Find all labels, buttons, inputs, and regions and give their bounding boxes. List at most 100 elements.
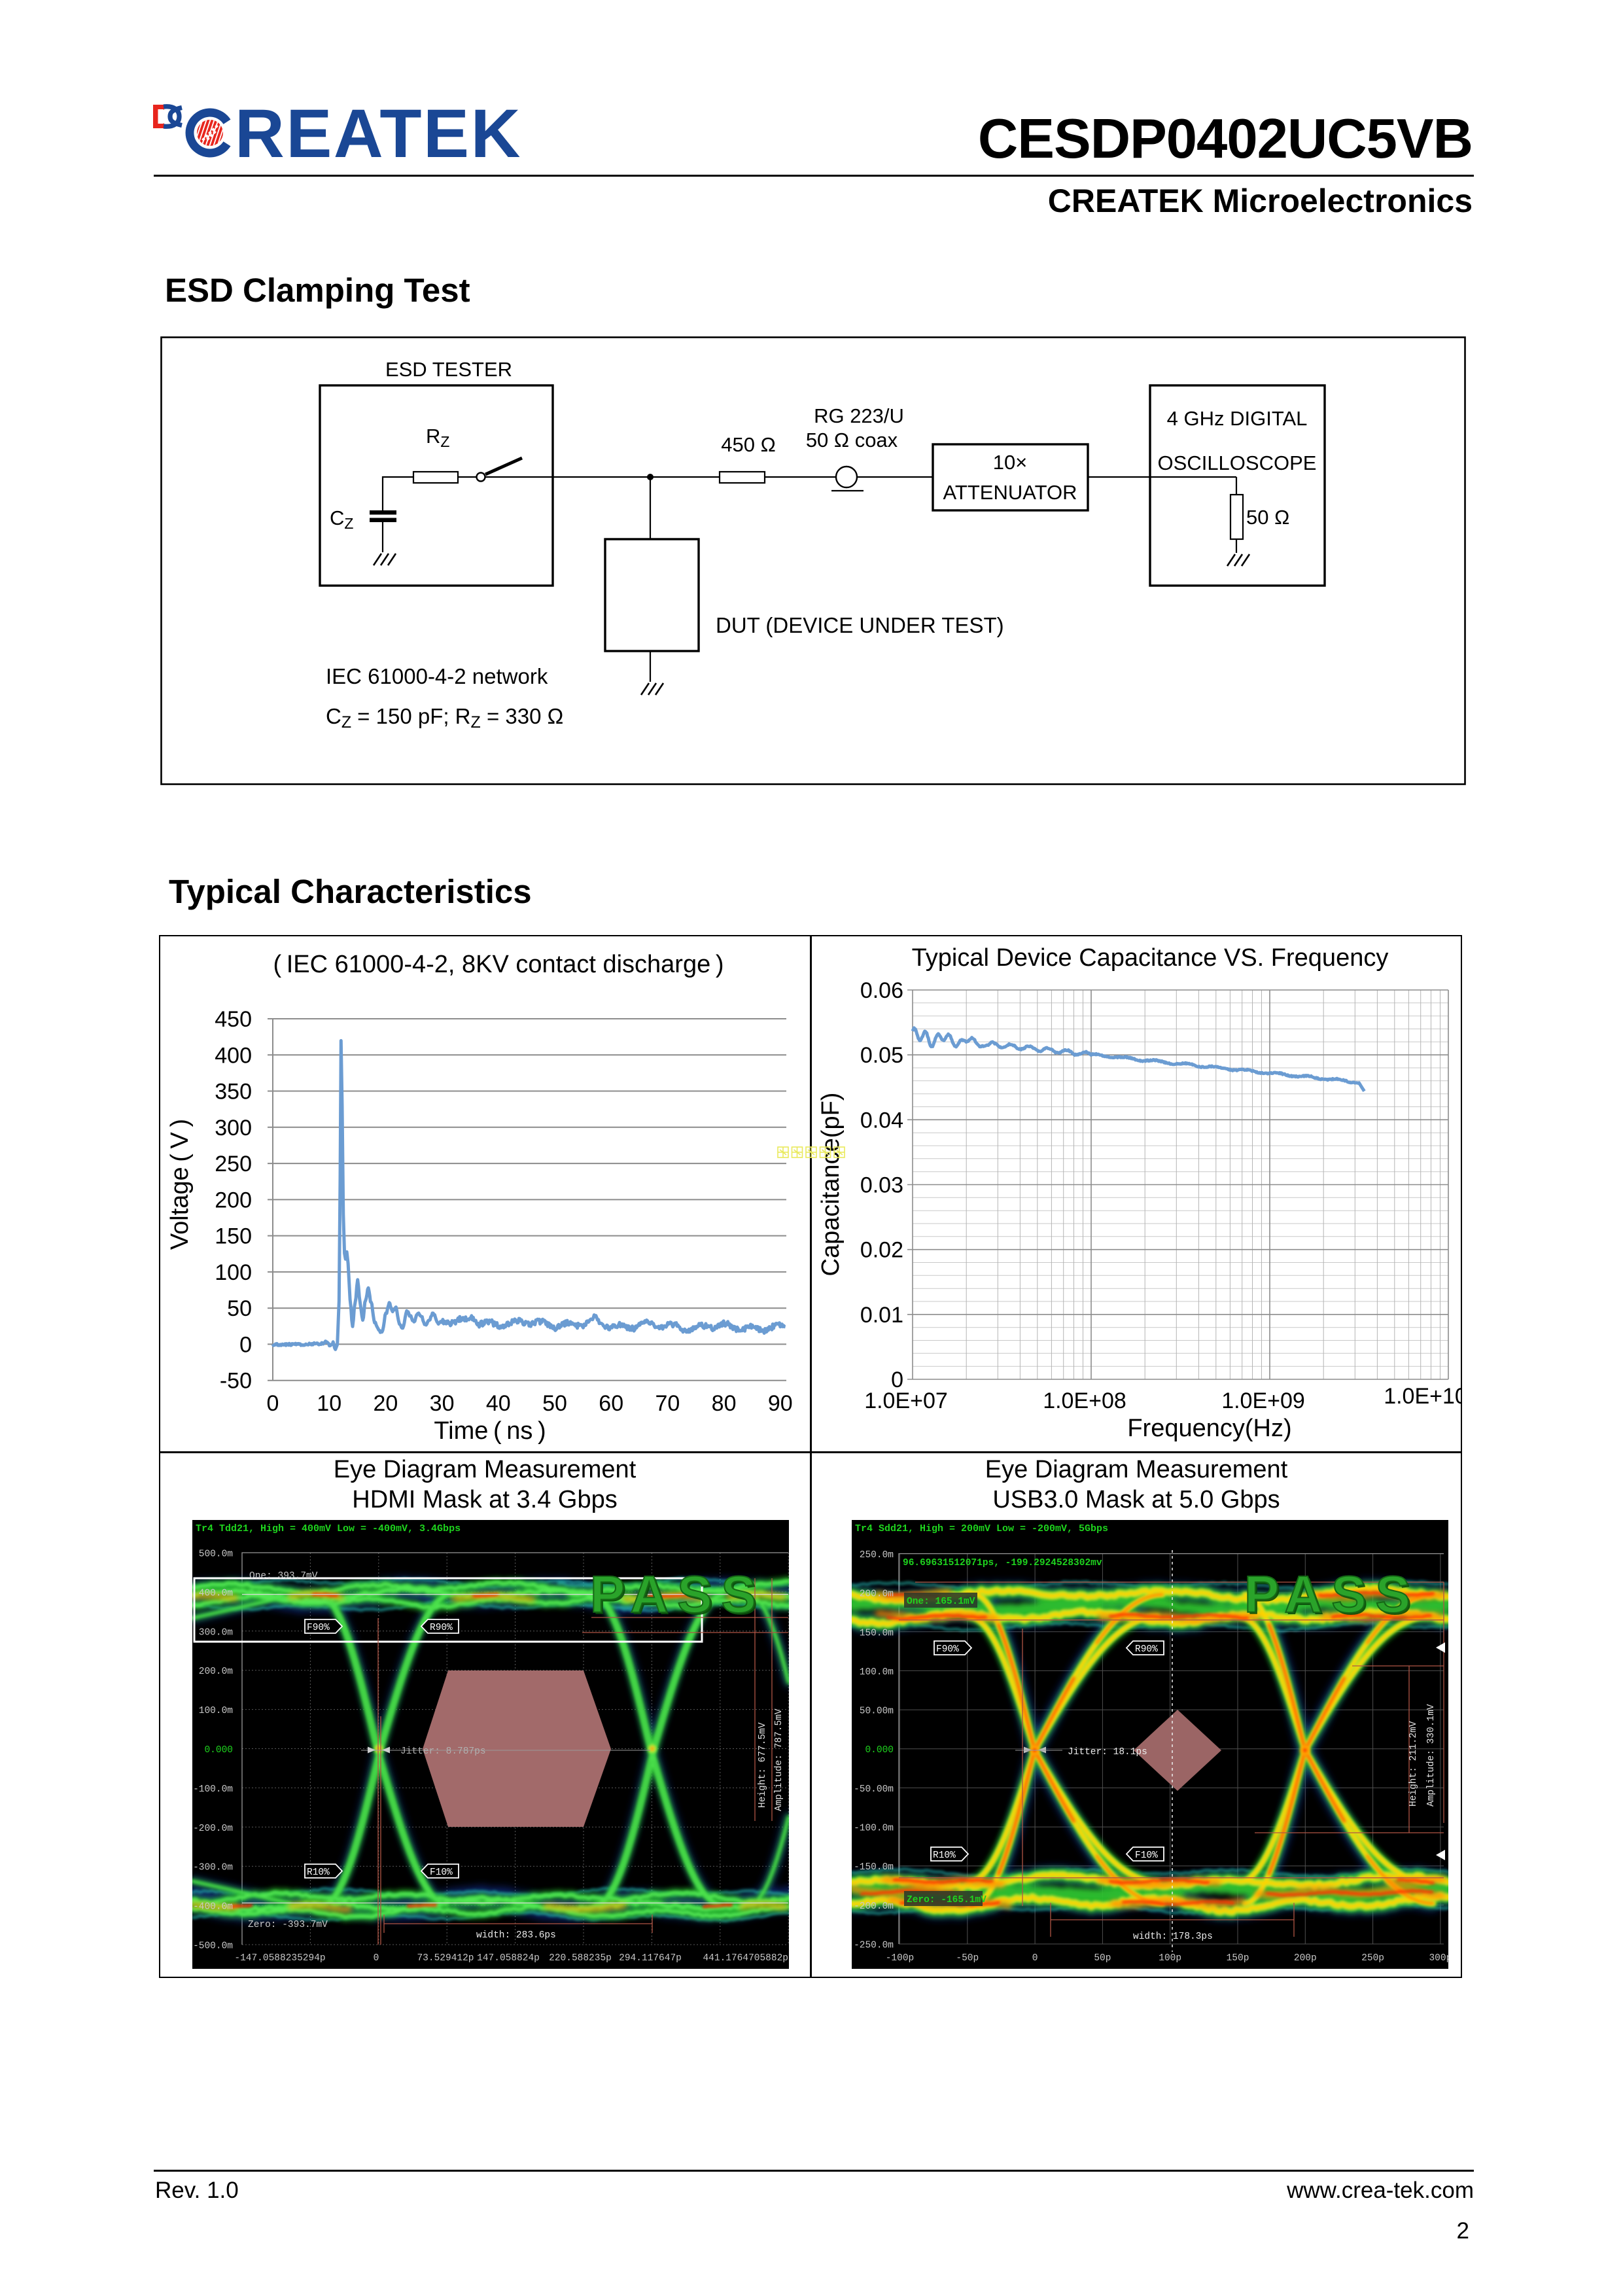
svg-text:R10%: R10% xyxy=(307,1867,330,1878)
svg-text:30: 30 xyxy=(430,1391,455,1416)
svg-text:F90%: F90% xyxy=(307,1623,330,1633)
svg-text:60: 60 xyxy=(599,1391,623,1416)
svg-text:Height: 211.2mV: Height: 211.2mV xyxy=(1408,1721,1419,1807)
svg-text:200: 200 xyxy=(215,1188,252,1212)
svg-text:10: 10 xyxy=(317,1391,341,1416)
svg-text:F10%: F10% xyxy=(430,1867,453,1878)
svg-text:294.117647p: 294.117647p xyxy=(619,1953,682,1964)
svg-text:OSCILLOSCOPE: OSCILLOSCOPE xyxy=(1158,451,1317,474)
svg-text:ATTENUATOR: ATTENUATOR xyxy=(943,481,1077,504)
svg-text:0.03: 0.03 xyxy=(860,1173,903,1198)
svg-text:0.000: 0.000 xyxy=(865,1745,894,1756)
svg-text:250p: 250p xyxy=(1361,1953,1384,1964)
svg-text:REATEK: REATEK xyxy=(235,96,522,172)
svg-text:1.0E+08: 1.0E+08 xyxy=(1043,1388,1126,1413)
svg-text:250: 250 xyxy=(215,1152,252,1176)
svg-text:150.0m: 150.0m xyxy=(860,1628,894,1638)
svg-text:100.0m: 100.0m xyxy=(860,1667,894,1678)
svg-text:PASS: PASS xyxy=(590,1565,765,1623)
svg-text:450: 450 xyxy=(215,1007,252,1032)
svg-text:Jitter: 18.1ps: Jitter: 18.1ps xyxy=(1068,1747,1147,1757)
svg-text:50: 50 xyxy=(542,1391,567,1416)
svg-text:-50.00m: -50.00m xyxy=(854,1784,894,1795)
svg-text:-250.0m: -250.0m xyxy=(854,1941,894,1951)
svg-text:80: 80 xyxy=(712,1391,737,1416)
svg-text:PASS: PASS xyxy=(1246,1567,1422,1625)
svg-text:Frequency(Hz): Frequency(Hz) xyxy=(1127,1415,1291,1442)
svg-text:-100.0m: -100.0m xyxy=(193,1784,233,1795)
svg-text:R10%: R10% xyxy=(933,1850,956,1861)
svg-text:Amplitude: 787.5mV: Amplitude: 787.5mV xyxy=(774,1708,784,1811)
svg-text:73.529412p: 73.529412p xyxy=(417,1953,474,1964)
svg-text:147.058824p: 147.058824p xyxy=(477,1953,540,1964)
svg-text:350: 350 xyxy=(215,1080,252,1104)
svg-text:-50p: -50p xyxy=(956,1953,979,1964)
svg-text:50 Ω coax: 50 Ω coax xyxy=(806,429,898,451)
svg-text:441.1764705882p: 441.1764705882p xyxy=(703,1953,788,1964)
svg-text:300: 300 xyxy=(215,1116,252,1140)
svg-text:50.00m: 50.00m xyxy=(860,1706,894,1717)
svg-text:-150.0m: -150.0m xyxy=(854,1862,894,1873)
svg-text:Zero: -165.1mV: Zero: -165.1mV xyxy=(907,1895,986,1905)
svg-text:-100.0m: -100.0m xyxy=(854,1824,894,1834)
svg-text:IEC 61000-4-2 network: IEC 61000-4-2 network xyxy=(326,664,548,688)
svg-text:0: 0 xyxy=(374,1953,379,1964)
svg-text:-300.0m: -300.0m xyxy=(193,1863,233,1873)
svg-text:70: 70 xyxy=(655,1391,680,1416)
svg-text:-200.0m: -200.0m xyxy=(854,1901,894,1912)
svg-text:450 Ω: 450 Ω xyxy=(721,433,776,456)
svg-text:90: 90 xyxy=(768,1391,793,1416)
svg-text:1.0E+09: 1.0E+09 xyxy=(1221,1388,1305,1413)
svg-text:100: 100 xyxy=(215,1260,252,1285)
svg-text:CZ: CZ xyxy=(326,704,351,732)
svg-text:1.0E+07: 1.0E+07 xyxy=(864,1388,948,1413)
svg-text:F90%: F90% xyxy=(936,1644,959,1655)
svg-text:0.01: 0.01 xyxy=(860,1303,903,1328)
svg-text:500.0m: 500.0m xyxy=(199,1549,233,1560)
svg-text:0.06: 0.06 xyxy=(860,978,903,1003)
svg-text:Voltage ( V ): Voltage ( V ) xyxy=(166,1119,194,1250)
svg-text:Jitter: 8.787ps: Jitter: 8.787ps xyxy=(400,1746,486,1757)
svg-text:400.0m: 400.0m xyxy=(199,1588,233,1598)
svg-text:Height: 677.5mV: Height: 677.5mV xyxy=(758,1722,768,1808)
svg-text:R90%: R90% xyxy=(1135,1644,1158,1655)
svg-text:0.04: 0.04 xyxy=(860,1108,903,1133)
svg-text:PASS: PASS xyxy=(1244,1565,1420,1623)
svg-text:0.000: 0.000 xyxy=(204,1745,233,1756)
svg-text:One: 393.7mV: One: 393.7mV xyxy=(249,1571,318,1581)
svg-text:200p: 200p xyxy=(1294,1953,1317,1964)
svg-text:-147.0588235294p: -147.0588235294p xyxy=(234,1953,325,1964)
svg-text:Tr4 Tdd21, High = 400mV Low =: Tr4 Tdd21, High = 400mV Low = -400mV, 3.… xyxy=(196,1523,461,1534)
svg-text:Capacitance(pF): Capacitance(pF) xyxy=(817,1093,845,1277)
svg-text:DUT (DEVICE UNDER TEST): DUT (DEVICE UNDER TEST) xyxy=(716,613,1004,637)
svg-text:( IEC 61000-4-2, 8KV contact d: ( IEC 61000-4-2, 8KV contact discharge ) xyxy=(273,951,724,978)
svg-text:PASS: PASS xyxy=(592,1567,767,1625)
svg-text:width: 283.6ps: width: 283.6ps xyxy=(476,1930,556,1941)
svg-text:Typical Device Capacitance VS.: Typical Device Capacitance VS. Frequency xyxy=(912,944,1389,972)
svg-text:-50: -50 xyxy=(220,1369,252,1394)
svg-text:10×: 10× xyxy=(993,451,1028,474)
svg-text:-400.0m: -400.0m xyxy=(193,1902,233,1913)
svg-text:100p: 100p xyxy=(1159,1953,1181,1964)
svg-text:300p: 300p xyxy=(1429,1953,1448,1964)
svg-text:0.05: 0.05 xyxy=(860,1043,903,1068)
svg-text:0.02: 0.02 xyxy=(860,1238,903,1263)
svg-text:Zero: -393.7mV: Zero: -393.7mV xyxy=(248,1920,328,1930)
svg-text:200.0m: 200.0m xyxy=(199,1667,233,1677)
svg-text:R90%: R90% xyxy=(430,1623,453,1633)
svg-text:4 GHz DIGITAL: 4 GHz DIGITAL xyxy=(1167,407,1308,430)
svg-text:300.0m: 300.0m xyxy=(199,1627,233,1638)
svg-text:50 Ω: 50 Ω xyxy=(1246,506,1289,529)
svg-text:-200.0m: -200.0m xyxy=(193,1824,233,1834)
svg-text:ESD TESTER: ESD TESTER xyxy=(385,358,512,381)
svg-text:100.0m: 100.0m xyxy=(199,1706,233,1716)
svg-text:220.588235p: 220.588235p xyxy=(549,1953,612,1964)
svg-text:50p: 50p xyxy=(1094,1953,1111,1964)
svg-text:RZ: RZ xyxy=(426,425,449,450)
svg-text:0: 0 xyxy=(1032,1953,1038,1964)
svg-text:Time ( ns ): Time ( ns ) xyxy=(434,1417,546,1445)
svg-text:150: 150 xyxy=(215,1224,252,1249)
svg-text:RG 223/U: RG 223/U xyxy=(814,404,904,427)
svg-text:Amplitude: 330.1mV: Amplitude: 330.1mV xyxy=(1426,1704,1437,1807)
svg-text:0: 0 xyxy=(239,1332,252,1357)
